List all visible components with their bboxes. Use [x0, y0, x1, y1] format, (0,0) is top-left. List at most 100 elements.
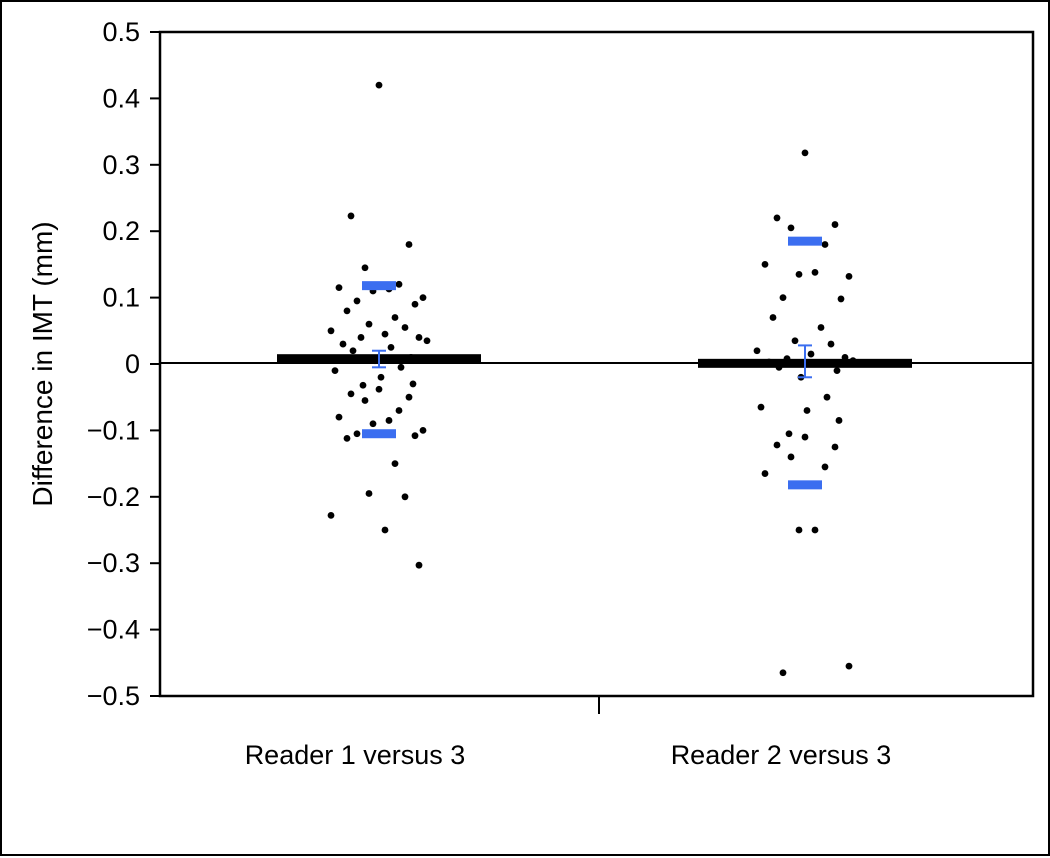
data-point	[821, 241, 829, 248]
summary-markers	[277, 236, 912, 490]
data-points	[327, 81, 857, 677]
data-point	[335, 284, 343, 292]
data-point	[405, 393, 413, 401]
data-point	[827, 340, 835, 348]
data-point	[787, 224, 795, 232]
y-tick-label: 0.4	[102, 83, 140, 113]
data-point	[391, 314, 399, 321]
data-point	[327, 327, 335, 335]
data-point	[415, 334, 423, 341]
data-point	[845, 272, 853, 280]
data-point	[787, 453, 795, 461]
y-tick-label: 0.2	[102, 216, 140, 246]
x-category-label: Reader 1 versus 3	[245, 740, 466, 770]
data-point	[773, 214, 781, 222]
data-point	[753, 347, 761, 355]
y-tick-label: 0.1	[102, 283, 140, 313]
y-tick-label: −0.2	[87, 482, 140, 512]
data-point	[831, 221, 839, 228]
data-point	[401, 324, 409, 331]
data-point	[365, 320, 373, 328]
data-point	[381, 330, 389, 338]
data-point	[353, 297, 361, 305]
data-point	[795, 270, 803, 278]
data-point	[395, 407, 403, 414]
data-point	[331, 367, 339, 375]
data-point	[369, 420, 377, 428]
y-axis: 0.5 0.4 0.3 0.2 0.1 0 −0.1 −0.2 −0.3 −0.4 −0.5	[87, 17, 160, 711]
data-point	[347, 390, 355, 398]
upper-limit-of-agreement	[788, 236, 822, 246]
data-point	[833, 367, 841, 375]
data-point	[835, 417, 843, 424]
data-point	[791, 337, 799, 345]
data-point	[347, 212, 355, 220]
data-point	[821, 463, 829, 471]
data-point	[801, 149, 809, 157]
data-point	[761, 470, 769, 477]
data-point	[387, 344, 395, 351]
y-tick-label: −0.5	[87, 681, 140, 711]
y-tick-label: 0.3	[102, 150, 140, 180]
lower-limit-of-agreement	[362, 429, 396, 439]
data-point	[409, 380, 417, 388]
data-point	[343, 434, 351, 442]
data-point	[419, 427, 427, 434]
data-point	[411, 300, 419, 308]
data-point	[837, 295, 845, 303]
data-point	[405, 241, 413, 248]
data-point	[353, 430, 361, 438]
data-point	[395, 280, 403, 288]
data-point	[377, 373, 385, 381]
data-point	[779, 294, 787, 301]
data-point	[779, 669, 787, 677]
data-point	[803, 407, 811, 414]
data-point	[375, 385, 383, 393]
y-tick-label: −0.1	[87, 415, 140, 445]
data-point	[359, 381, 367, 389]
data-point	[423, 337, 431, 345]
lower-limit-of-agreement	[788, 480, 822, 490]
data-point	[757, 403, 765, 411]
x-category-label: Reader 2 versus 3	[671, 740, 892, 770]
y-tick-label: −0.3	[87, 548, 140, 578]
data-point	[357, 334, 365, 341]
data-point	[411, 432, 419, 440]
data-point	[801, 433, 809, 441]
data-point	[811, 268, 819, 276]
data-point	[831, 443, 839, 451]
data-point	[773, 441, 781, 449]
data-point	[817, 324, 825, 331]
data-point	[397, 363, 405, 371]
data-point	[349, 347, 357, 355]
data-point	[327, 511, 335, 519]
upper-limit-of-agreement	[362, 281, 396, 291]
data-point	[769, 314, 777, 321]
data-point	[807, 350, 815, 358]
data-point	[415, 561, 423, 569]
data-point	[343, 307, 351, 315]
data-point	[381, 526, 389, 534]
data-point	[335, 413, 343, 421]
data-point	[339, 340, 347, 348]
y-axis-title: Difference in IMT (mm)	[27, 221, 58, 506]
data-point	[761, 261, 769, 268]
data-point	[385, 417, 393, 424]
y-tick-label: 0.5	[102, 17, 140, 47]
data-point	[401, 493, 409, 501]
data-point	[391, 460, 399, 467]
data-point	[845, 662, 853, 670]
data-point	[811, 526, 819, 534]
data-point	[823, 393, 831, 401]
data-point	[375, 81, 383, 89]
data-point	[361, 397, 369, 404]
data-point	[795, 526, 803, 534]
data-point	[785, 430, 793, 438]
data-point	[361, 264, 369, 272]
y-tick-label: 0	[125, 349, 140, 379]
data-point	[419, 294, 427, 301]
y-tick-label: −0.4	[87, 615, 140, 645]
x-axis-labels: Reader 1 versus 3 Reader 2 versus 3	[245, 740, 892, 770]
